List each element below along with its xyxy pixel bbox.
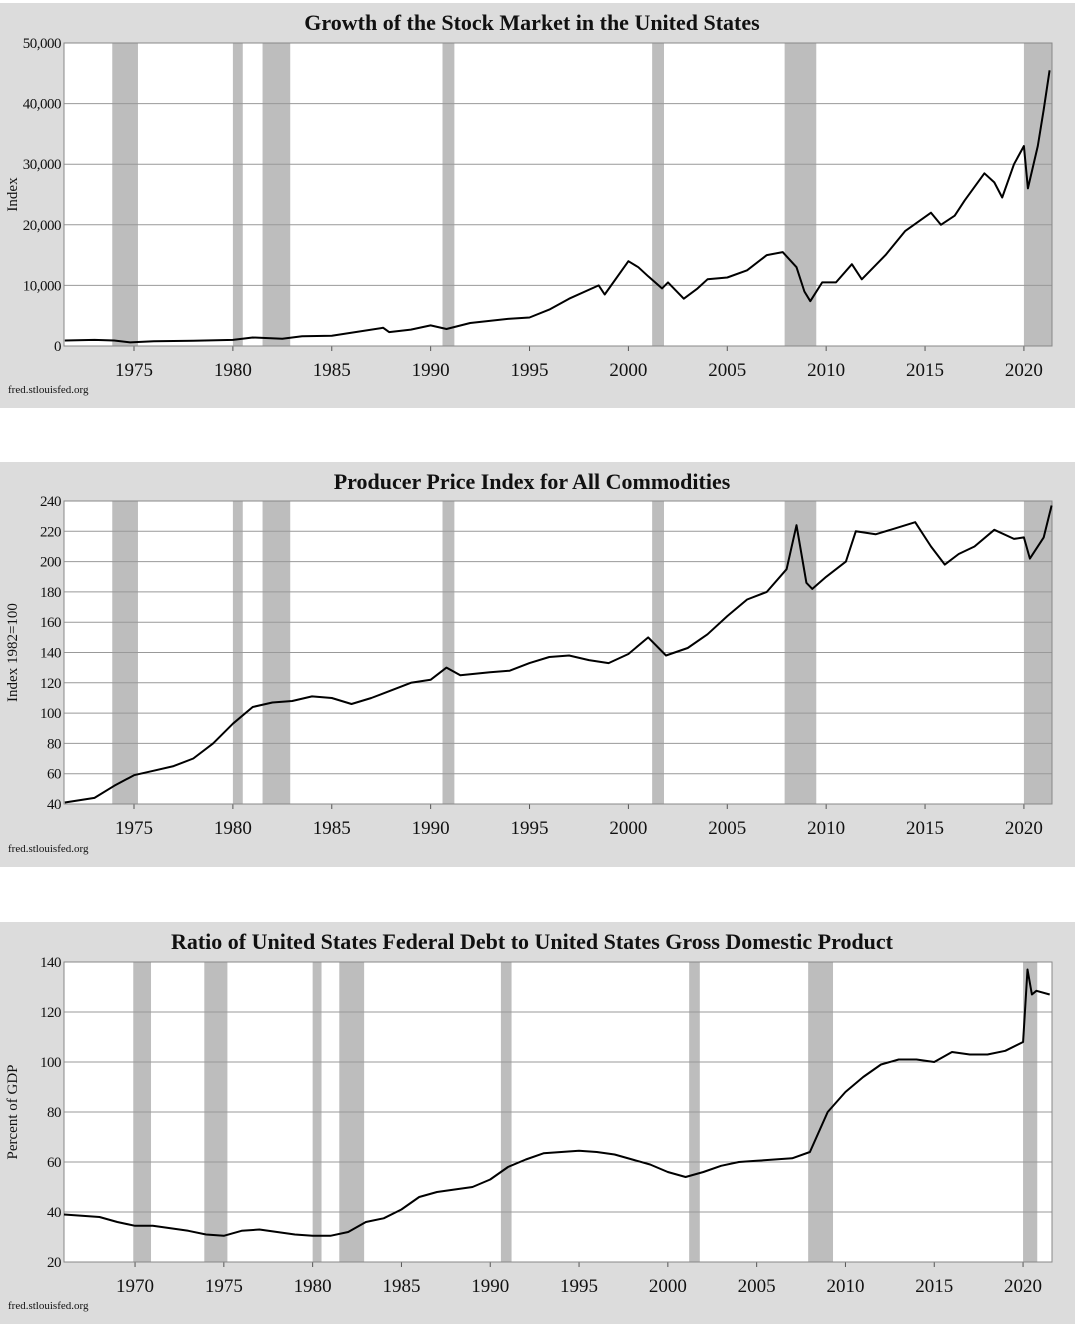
x-tick-label: 2000 bbox=[609, 818, 647, 839]
y-tick-label: 0 bbox=[54, 339, 61, 355]
y-tick-label: 10,000 bbox=[23, 278, 61, 294]
x-tick-label: 1980 bbox=[214, 360, 252, 381]
x-tick-label: 2005 bbox=[738, 1276, 776, 1297]
x-tick-label: 1985 bbox=[313, 360, 351, 381]
x-tick-label: 2010 bbox=[807, 360, 845, 381]
x-tick-label: 2015 bbox=[906, 818, 944, 839]
y-axis-label: Percent of GDP bbox=[5, 1065, 21, 1160]
y-tick-label: 40 bbox=[47, 797, 61, 813]
x-tick-label: 2020 bbox=[1004, 1276, 1042, 1297]
series-line bbox=[64, 70, 1051, 344]
recession-band bbox=[112, 43, 138, 346]
x-tick-label: 1990 bbox=[412, 818, 450, 839]
x-tick-label: 1975 bbox=[205, 1276, 243, 1297]
y-tick-label: 100 bbox=[40, 1055, 61, 1071]
y-tick-label: 60 bbox=[47, 1155, 61, 1171]
y-tick-label: 200 bbox=[40, 555, 61, 571]
y-tick-label: 160 bbox=[40, 615, 61, 631]
x-tick-label: 2010 bbox=[807, 818, 845, 839]
y-tick-label: 60 bbox=[47, 767, 61, 783]
x-tick-label: 1995 bbox=[511, 360, 549, 381]
chart-title: Growth of the Stock Market in the United… bbox=[304, 10, 760, 35]
source-note: fred.stlouisfed.org bbox=[8, 843, 89, 855]
chart-panel: Ratio of United States Federal Debt to U… bbox=[0, 922, 1075, 1324]
x-tick-label: 2000 bbox=[649, 1276, 687, 1297]
y-tick-label: 120 bbox=[40, 676, 61, 692]
x-tick-label: 2015 bbox=[906, 360, 944, 381]
x-tick-label: 1990 bbox=[471, 1276, 509, 1297]
chart-title: Producer Price Index for All Commodities bbox=[334, 469, 731, 494]
plot-area bbox=[64, 43, 1052, 346]
x-tick-label: 1985 bbox=[382, 1276, 420, 1297]
x-tick-label: 2010 bbox=[826, 1276, 864, 1297]
x-tick-label: 1975 bbox=[115, 818, 153, 839]
chart-panel: Producer Price Index for All Commodities… bbox=[0, 462, 1075, 867]
y-tick-label: 50,000 bbox=[23, 36, 61, 52]
y-tick-label: 180 bbox=[40, 585, 61, 601]
recession-band bbox=[1023, 43, 1052, 346]
x-tick-label: 2005 bbox=[708, 818, 746, 839]
y-tick-label: 240 bbox=[40, 494, 61, 510]
chart-panel: Growth of the Stock Market in the United… bbox=[0, 3, 1075, 408]
x-tick-label: 1995 bbox=[560, 1276, 598, 1297]
y-tick-label: 40 bbox=[47, 1205, 61, 1221]
plot-frame bbox=[63, 42, 1053, 347]
x-tick-label: 1975 bbox=[115, 360, 153, 381]
series-line bbox=[64, 505, 1053, 804]
plot-frame bbox=[63, 961, 1053, 1263]
y-tick-label: 80 bbox=[47, 1105, 61, 1121]
recession-band bbox=[442, 43, 455, 346]
x-tick-label: 2005 bbox=[708, 360, 746, 381]
recession-band bbox=[784, 43, 817, 346]
y-axis-label: Index bbox=[5, 177, 21, 212]
recession-band bbox=[232, 43, 243, 346]
x-tick-label: 2000 bbox=[609, 360, 647, 381]
y-tick-label: 20 bbox=[47, 1255, 61, 1271]
x-tick-label: 1990 bbox=[412, 360, 450, 381]
x-tick-label: 2020 bbox=[1005, 360, 1043, 381]
source-note: fred.stlouisfed.org bbox=[8, 1300, 89, 1312]
y-tick-label: 140 bbox=[40, 955, 61, 971]
y-tick-label: 100 bbox=[40, 706, 61, 722]
y-tick-label: 120 bbox=[40, 1005, 61, 1021]
x-tick-label: 2015 bbox=[915, 1276, 953, 1297]
x-tick-label: 2020 bbox=[1005, 818, 1043, 839]
recession-band bbox=[262, 43, 291, 346]
x-tick-label: 1985 bbox=[313, 818, 351, 839]
y-tick-label: 80 bbox=[47, 736, 61, 752]
y-tick-label: 20,000 bbox=[23, 218, 61, 234]
y-tick-label: 140 bbox=[40, 646, 61, 662]
recession-band bbox=[652, 43, 664, 346]
plot-frame bbox=[63, 500, 1053, 805]
y-tick-label: 30,000 bbox=[23, 157, 61, 173]
series-line bbox=[63, 968, 1050, 1237]
x-tick-label: 1980 bbox=[294, 1276, 332, 1297]
x-tick-label: 1995 bbox=[511, 818, 549, 839]
y-axis-label: Index 1982=100 bbox=[5, 603, 21, 702]
x-tick-label: 1970 bbox=[116, 1276, 154, 1297]
y-tick-label: 40,000 bbox=[23, 97, 61, 113]
chart-title: Ratio of United States Federal Debt to U… bbox=[171, 929, 894, 954]
x-tick-label: 1980 bbox=[214, 818, 252, 839]
y-tick-label: 220 bbox=[40, 524, 61, 540]
source-note: fred.stlouisfed.org bbox=[8, 384, 89, 396]
